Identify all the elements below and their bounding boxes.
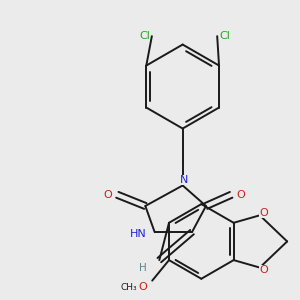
- Text: Cl: Cl: [219, 31, 230, 41]
- Text: HN: HN: [130, 229, 146, 239]
- Text: O: O: [139, 283, 147, 292]
- Text: O: O: [260, 208, 268, 218]
- Text: Cl: Cl: [139, 31, 150, 41]
- Text: N: N: [180, 175, 189, 185]
- Text: H: H: [139, 262, 146, 273]
- Text: O: O: [260, 265, 268, 275]
- Text: O: O: [103, 190, 112, 200]
- Text: CH₃: CH₃: [121, 283, 137, 292]
- Text: O: O: [236, 190, 245, 200]
